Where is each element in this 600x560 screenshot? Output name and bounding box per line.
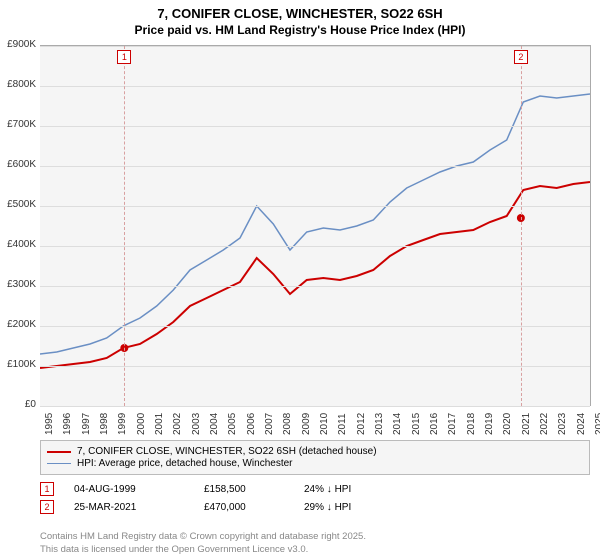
x-tick-label: 2021 xyxy=(521,413,532,435)
x-tick-label: 1998 xyxy=(99,413,110,435)
y-tick-label: £400K xyxy=(0,239,36,250)
y-tick-label: £900K xyxy=(0,39,36,50)
series-line-hpi xyxy=(40,94,590,354)
legend-label: 7, CONIFER CLOSE, WINCHESTER, SO22 6SH (… xyxy=(77,446,377,457)
x-tick-label: 2019 xyxy=(484,413,495,435)
transaction-marker: 2 xyxy=(40,500,54,514)
x-tick-label: 2000 xyxy=(136,413,147,435)
transaction-row: 1 04-AUG-1999 £158,500 24% ↓ HPI xyxy=(40,482,590,496)
x-tick-label: 2010 xyxy=(319,413,330,435)
x-tick-label: 2018 xyxy=(466,413,477,435)
footer: Contains HM Land Registry data © Crown c… xyxy=(40,531,366,556)
transactions-table: 1 04-AUG-1999 £158,500 24% ↓ HPI 2 25-MAR-202… xyxy=(40,478,590,518)
y-tick-label: £0 xyxy=(0,399,36,410)
legend: 7, CONIFER CLOSE, WINCHESTER, SO22 6SH (… xyxy=(40,440,590,475)
x-tick-label: 2001 xyxy=(154,413,165,435)
chart-subtitle: Price paid vs. HM Land Registry's House … xyxy=(0,23,600,37)
chart-container: 7, CONIFER CLOSE, WINCHESTER, SO22 6SH P… xyxy=(0,0,600,560)
x-tick-label: 2004 xyxy=(209,413,220,435)
event-line xyxy=(124,46,125,406)
event-line xyxy=(521,46,522,406)
x-tick-label: 1996 xyxy=(62,413,73,435)
x-tick-label: 2008 xyxy=(282,413,293,435)
x-tick-label: 2002 xyxy=(172,413,183,435)
legend-label: HPI: Average price, detached house, Winc… xyxy=(77,458,293,469)
x-tick-label: 2014 xyxy=(392,413,403,435)
gridline xyxy=(40,206,590,207)
x-tick-label: 2017 xyxy=(447,413,458,435)
gridline xyxy=(40,46,590,47)
y-tick-label: £500K xyxy=(0,199,36,210)
x-tick-label: 2022 xyxy=(539,413,550,435)
x-tick-label: 1995 xyxy=(44,413,55,435)
x-tick-label: 2016 xyxy=(429,413,440,435)
x-tick-label: 2009 xyxy=(301,413,312,435)
y-tick-label: £700K xyxy=(0,119,36,130)
footer-line1: Contains HM Land Registry data © Crown c… xyxy=(40,531,366,543)
legend-row: 7, CONIFER CLOSE, WINCHESTER, SO22 6SH (… xyxy=(47,446,583,457)
x-tick-label: 1999 xyxy=(117,413,128,435)
chart-title: 7, CONIFER CLOSE, WINCHESTER, SO22 6SH xyxy=(0,6,600,21)
event-marker-box: 2 xyxy=(514,50,528,64)
x-tick-label: 1997 xyxy=(81,413,92,435)
transaction-price: £470,000 xyxy=(204,502,284,513)
y-tick-label: £800K xyxy=(0,79,36,90)
x-tick-label: 2007 xyxy=(264,413,275,435)
y-tick-label: £100K xyxy=(0,359,36,370)
event-marker-box: 1 xyxy=(117,50,131,64)
x-tick-label: 2013 xyxy=(374,413,385,435)
x-tick-label: 2012 xyxy=(356,413,367,435)
x-tick-label: 2015 xyxy=(411,413,422,435)
transaction-price: £158,500 xyxy=(204,484,284,495)
x-tick-label: 2005 xyxy=(227,413,238,435)
series-line-price_paid xyxy=(40,182,590,368)
y-tick-label: £600K xyxy=(0,159,36,170)
chart-lines-svg xyxy=(40,46,590,406)
transaction-date: 04-AUG-1999 xyxy=(74,484,184,495)
gridline xyxy=(40,126,590,127)
x-tick-label: 2024 xyxy=(576,413,587,435)
legend-row: HPI: Average price, detached house, Winc… xyxy=(47,458,583,469)
transaction-row: 2 25-MAR-2021 £470,000 29% ↓ HPI xyxy=(40,500,590,514)
transaction-marker: 1 xyxy=(40,482,54,496)
y-tick-label: £300K xyxy=(0,279,36,290)
x-tick-label: 2020 xyxy=(502,413,513,435)
x-tick-label: 2003 xyxy=(191,413,202,435)
gridline xyxy=(40,326,590,327)
transaction-diff: 29% ↓ HPI xyxy=(304,502,404,513)
gridline xyxy=(40,246,590,247)
legend-swatch xyxy=(47,463,71,465)
gridline xyxy=(40,286,590,287)
gridline xyxy=(40,406,590,407)
transaction-diff: 24% ↓ HPI xyxy=(304,484,404,495)
x-tick-label: 2023 xyxy=(557,413,568,435)
gridline xyxy=(40,366,590,367)
x-tick-label: 2006 xyxy=(246,413,257,435)
footer-line2: This data is licensed under the Open Gov… xyxy=(40,544,366,556)
x-tick-label: 2025 xyxy=(594,413,600,435)
plot-area: 12 xyxy=(40,45,591,406)
x-tick-label: 2011 xyxy=(337,413,348,435)
y-tick-label: £200K xyxy=(0,319,36,330)
transaction-date: 25-MAR-2021 xyxy=(74,502,184,513)
gridline xyxy=(40,166,590,167)
gridline xyxy=(40,86,590,87)
title-block: 7, CONIFER CLOSE, WINCHESTER, SO22 6SH P… xyxy=(0,0,600,37)
legend-swatch xyxy=(47,451,71,453)
